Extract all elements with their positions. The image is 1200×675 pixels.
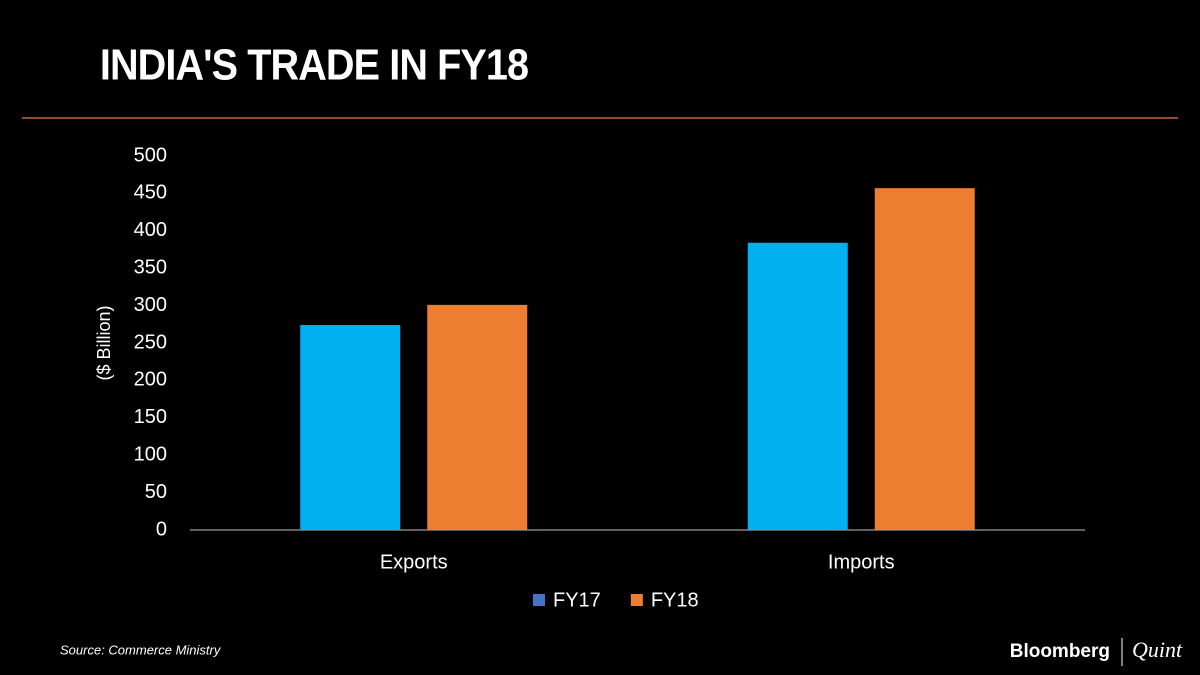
bar	[874, 188, 975, 530]
bar	[747, 242, 848, 530]
legend-label: FY17	[553, 589, 601, 611]
brand: Bloomberg	[1010, 641, 1110, 662]
y-tick-label: 0	[156, 518, 167, 540]
y-tick-label: 350	[134, 256, 167, 278]
bar	[427, 304, 528, 530]
y-tick-label: 150	[134, 406, 167, 428]
y-tick-label: 300	[134, 294, 167, 316]
legend-label: FY18	[651, 589, 699, 611]
chart-title: INDIA'S TRADE IN FY18	[100, 40, 528, 89]
legend-swatch	[533, 594, 545, 606]
y-axis-label: ($ Billion)	[94, 305, 114, 380]
legend-swatch	[630, 594, 643, 606]
x-tick-label: Imports	[828, 551, 895, 573]
y-tick-label: 450	[134, 182, 167, 204]
y-tick-label: 400	[134, 219, 167, 241]
y-tick-label: 100	[134, 443, 167, 465]
bar	[300, 325, 401, 530]
y-tick-label: 500	[134, 144, 167, 166]
source: Source: Commerce Ministry	[60, 642, 222, 657]
y-tick-label: 50	[145, 481, 167, 503]
y-tick-label: 200	[134, 369, 167, 391]
y-tick-label: 250	[134, 331, 167, 353]
brand: Quint	[1132, 637, 1183, 662]
x-tick-label: Exports	[380, 551, 448, 573]
